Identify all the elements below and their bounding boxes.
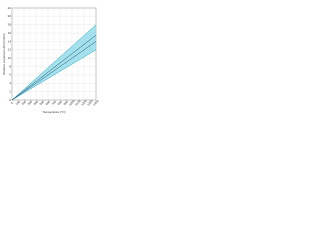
x-axis-label: Temperature (°C): [42, 110, 65, 114]
series-line: [11, 24, 97, 101]
x-tick-label: 900: [63, 99, 70, 106]
series-line: [11, 49, 97, 101]
y-axis-label: Relative expansion Δl/l (mm/m): [2, 33, 6, 75]
y-tick-label: 20: [8, 14, 12, 18]
series-line: [11, 34, 97, 101]
x-tick-label: 1200: [80, 99, 88, 107]
y-tick-label: 14: [8, 39, 12, 43]
x-tick-label: 1300: [86, 99, 94, 107]
chart: Relative expansion Δl/l (mm/m) Temperatu…: [2, 6, 100, 114]
y-tick-label: 2: [9, 89, 11, 93]
y-tick-label: 12: [8, 48, 12, 52]
y-tick-label: 0: [9, 98, 11, 102]
x-tick-label: 100: [15, 99, 22, 106]
x-tick-label: 200: [21, 99, 28, 106]
y-tick-label: 10: [8, 56, 12, 60]
y-tick-label: 6: [9, 73, 11, 77]
x-tick-label: 1100: [74, 99, 82, 107]
y-tick-label: 18: [8, 23, 12, 27]
x-tick-label: 0: [10, 101, 14, 105]
series-line: [11, 41, 97, 101]
x-tick-label: 1400: [92, 99, 100, 107]
x-tick-label: 800: [57, 99, 64, 106]
y-tick-label: 22: [8, 6, 12, 10]
x-tick-label: 300: [27, 99, 34, 106]
y-tick-label: 16: [8, 31, 12, 35]
x-tick-label: 400: [33, 99, 40, 106]
x-tick-label: 700: [51, 99, 58, 106]
y-tick-label: 8: [9, 64, 11, 68]
y-tick-label: 4: [9, 81, 11, 85]
x-tick-label: 1000: [68, 99, 76, 107]
x-tick-label: 500: [39, 99, 46, 106]
x-tick-label: 600: [45, 99, 52, 106]
